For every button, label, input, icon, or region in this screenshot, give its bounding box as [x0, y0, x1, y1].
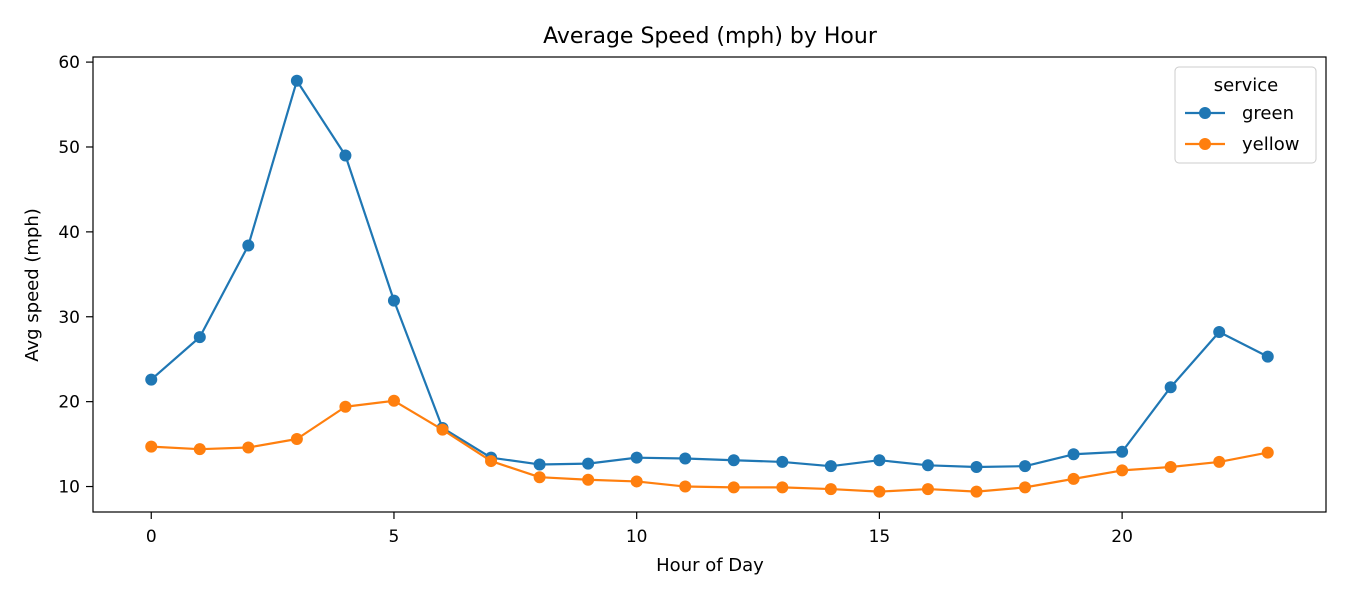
- chart-title: Average Speed (mph) by Hour: [543, 24, 878, 49]
- data-point-green: [824, 460, 837, 473]
- data-point-yellow: [485, 455, 498, 468]
- data-point-yellow: [1067, 472, 1080, 485]
- legend-label: yellow: [1242, 134, 1299, 155]
- data-point-yellow: [1019, 481, 1032, 494]
- data-point-green: [242, 239, 255, 252]
- data-point-yellow: [921, 483, 934, 496]
- data-point-yellow: [630, 475, 643, 488]
- legend-marker: [1199, 107, 1211, 119]
- data-point-green: [1116, 445, 1129, 458]
- data-point-yellow: [339, 400, 352, 413]
- data-point-yellow: [679, 480, 692, 493]
- data-point-yellow: [970, 485, 983, 498]
- legend-box: [1174, 66, 1317, 164]
- legend-item-green: green: [1185, 103, 1294, 124]
- x-tick-label: 20: [1111, 527, 1133, 547]
- x-tick-label: 0: [146, 527, 157, 547]
- data-point-yellow: [145, 440, 158, 453]
- legend-marker: [1199, 138, 1211, 150]
- y-tick-label: 20: [58, 393, 80, 413]
- x-axis-label: Hour of Day: [656, 555, 764, 576]
- data-point-yellow: [776, 481, 789, 494]
- data-point-green: [873, 454, 886, 467]
- data-point-green: [630, 451, 643, 464]
- legend: service green yellow: [1174, 66, 1317, 164]
- x-tick-label: 5: [389, 527, 400, 547]
- data-point-yellow: [290, 432, 303, 445]
- data-point-yellow: [533, 471, 546, 484]
- data-point-green: [1164, 381, 1177, 394]
- y-axis-label: Avg speed (mph): [22, 208, 43, 362]
- legend-label: green: [1242, 103, 1294, 124]
- series-line-green: [150, 79, 1269, 469]
- data-point-green: [1213, 326, 1226, 339]
- x-tick-label: 10: [626, 527, 648, 547]
- data-point-yellow: [1213, 455, 1226, 468]
- data-point-green: [290, 74, 303, 87]
- y-tick-label: 40: [58, 223, 80, 243]
- series-line-yellow: [151, 399, 1268, 493]
- legend-title: service: [1214, 75, 1278, 96]
- data-point-yellow: [582, 473, 595, 486]
- data-point-yellow: [242, 441, 255, 454]
- data-point-green: [145, 373, 158, 386]
- data-point-yellow: [436, 423, 449, 436]
- legend-item-yellow: yellow: [1185, 134, 1299, 155]
- series-green: [145, 74, 1274, 474]
- data-point-yellow: [1261, 446, 1274, 459]
- data-point-yellow: [873, 485, 886, 498]
- data-point-green: [1019, 460, 1032, 473]
- data-point-green: [921, 459, 934, 472]
- x-tick-label: 15: [869, 527, 891, 547]
- data-point-green: [679, 452, 692, 465]
- data-point-yellow: [824, 483, 837, 496]
- data-point-green: [193, 331, 206, 344]
- data-point-green: [582, 457, 595, 470]
- series-layer: [145, 74, 1274, 498]
- y-tick-label: 30: [58, 308, 80, 328]
- data-point-yellow: [387, 394, 400, 407]
- data-point-green: [1261, 350, 1274, 363]
- data-point-yellow: [1116, 464, 1129, 477]
- data-point-yellow: [1164, 461, 1177, 474]
- data-point-green: [533, 458, 546, 471]
- y-axis: 10 20 30 40 50 60: [58, 53, 93, 498]
- y-tick-label: 50: [58, 138, 80, 158]
- data-point-green: [339, 149, 352, 162]
- y-tick-label: 10: [58, 478, 80, 498]
- x-axis: 0 5 10 15 20: [146, 512, 1133, 547]
- data-point-green: [727, 454, 740, 467]
- series-yellow: [145, 394, 1274, 498]
- data-point-green: [1067, 448, 1080, 461]
- data-point-green: [387, 294, 400, 307]
- y-tick-label: 60: [58, 53, 80, 73]
- data-point-green: [776, 455, 789, 468]
- plot-area: [92, 56, 1327, 513]
- data-point-yellow: [193, 443, 206, 456]
- data-point-yellow: [727, 481, 740, 494]
- legend-items: green yellow: [1185, 103, 1299, 155]
- data-point-green: [970, 461, 983, 474]
